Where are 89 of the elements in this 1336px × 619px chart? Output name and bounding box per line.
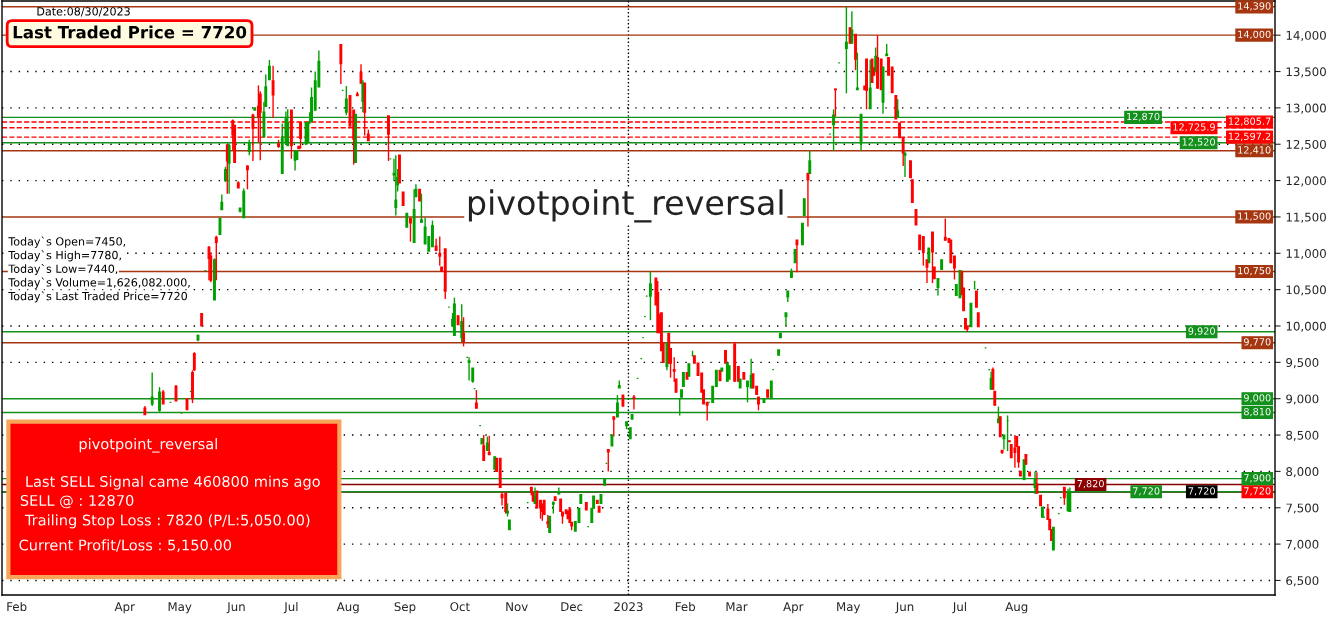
ref-line-label: 9,000: [1243, 394, 1271, 403]
candlestick: [969, 302, 973, 328]
ref-line-label: 9,770: [1243, 338, 1271, 347]
ref-line-label: 7,720: [1244, 487, 1271, 496]
candlestick: [401, 191, 405, 206]
candlestick: [742, 371, 746, 380]
candlestick: [879, 58, 883, 91]
candlestick: [456, 315, 460, 326]
x-tick-label: Jul: [952, 601, 966, 614]
ref-line-label: 8,810: [1244, 407, 1271, 417]
ref-line-label: 12,597.2: [1228, 132, 1271, 141]
y-tick-label: 13,500: [1286, 67, 1326, 78]
candlestick: [1028, 471, 1032, 477]
x-tick-label: Aug: [1005, 602, 1028, 614]
ref-line-label: 12,410: [1238, 146, 1271, 155]
annotation: Last SELL Signal came 460800 mins ago: [26, 475, 320, 490]
y-tick-label: 11,000: [1286, 249, 1326, 260]
y-tick-label: 11,500: [1286, 212, 1326, 223]
x-tick-label: Jun: [895, 602, 914, 614]
candlestick: [687, 363, 691, 377]
annotation: Today`s Open=7450,: [8, 236, 126, 248]
y-tick-label: 14,000: [1286, 30, 1326, 42]
x-tick-label: Oct: [450, 602, 470, 612]
candlestick: [480, 438, 484, 445]
ref-line-label: 10,750: [1238, 266, 1271, 276]
y-tick-label: 12,500: [1286, 139, 1326, 151]
annotation: Today`s Low=7440,: [8, 263, 118, 276]
y-tick-label: 8,000: [1286, 467, 1319, 478]
ref-line-label: 7,820: [1077, 479, 1104, 489]
y-tick-label: 8,500: [1286, 430, 1319, 441]
ref-line-label: 12,870: [1127, 112, 1160, 122]
annotation: Date:08/30/2023: [37, 7, 130, 17]
x-tick-label: Dec: [561, 602, 583, 612]
x-tick-label: May: [837, 602, 861, 614]
candlestick: [727, 365, 731, 380]
ref-line-label: 11,500: [1238, 212, 1271, 221]
candlestick: [800, 222, 804, 246]
candlestick: [630, 414, 634, 420]
candlestick: [185, 398, 189, 411]
y-tick-label: 10,500: [1286, 285, 1326, 296]
candlestick: [1039, 494, 1042, 507]
annotation: SELL @ : 12870: [20, 494, 134, 509]
ref-line-label: 12,520: [1182, 138, 1215, 147]
x-tick-label: Apr: [783, 602, 804, 614]
x-tick-label: Sep: [394, 602, 416, 614]
ref-line-label: 12,805.7: [1228, 117, 1271, 126]
candlestick: [779, 332, 782, 339]
annotation: Today`s Last Traded Price=7720: [8, 291, 188, 303]
annotation: Today`s Volume=1,626,082.000,: [8, 277, 190, 289]
ref-line-label: 7,720: [1133, 487, 1160, 496]
x-tick-label: Nov: [506, 602, 528, 612]
y-tick-label: 6,500: [1286, 576, 1319, 587]
annotation: pivotpoint_reversal: [468, 189, 783, 223]
candlestick: [553, 496, 557, 502]
y-tick-label: 10,000: [1286, 321, 1326, 332]
annotation: pivotpoint_reversal: [79, 438, 217, 453]
y-tick-label: 13,000: [1286, 103, 1326, 114]
x-tick-label: Jun: [226, 602, 245, 614]
candlestick: [557, 486, 561, 495]
candlestick: [498, 457, 502, 489]
annotation: Today`s High=7780,: [8, 250, 121, 262]
candlestick: [597, 505, 601, 513]
ref-line-label: 7,720: [1188, 487, 1215, 496]
x-tick-label: Apr: [114, 602, 135, 614]
y-tick-label: 9,000: [1286, 394, 1319, 405]
y-tick-label: 12,000: [1286, 176, 1326, 187]
x-tick-label: Mar: [726, 602, 748, 612]
y-tick-label: 7,000: [1286, 539, 1319, 550]
candlestick: [887, 57, 890, 76]
ref-line-label: 12,725.9: [1173, 123, 1215, 132]
x-tick-label: Feb: [7, 601, 27, 612]
ref-line-label: 9,920: [1188, 327, 1215, 336]
candlestick: [943, 217, 947, 241]
x-tick-label: May: [168, 602, 192, 614]
annotation: Current Profit/Loss : 5,150.00: [19, 539, 232, 553]
x-tick-label: Aug: [336, 602, 359, 614]
ref-line-label: 14,000: [1238, 30, 1271, 39]
candlestick: [566, 510, 570, 520]
candlestick: [1007, 440, 1011, 443]
x-tick-label: Jul: [283, 601, 298, 614]
y-tick-label: 7,500: [1286, 503, 1319, 514]
x-tick-label: Feb: [675, 601, 696, 612]
annotation: Last Traded Price = 7720: [13, 25, 247, 39]
x-tick-label: 2023: [614, 602, 643, 612]
candlestick: [612, 416, 616, 438]
y-tick-label: 9,500: [1286, 358, 1319, 369]
ref-line-label: 7,900: [1244, 474, 1271, 483]
annotation: Trailing Stop Loss : 7820 (P/L:5,050.00): [24, 514, 310, 529]
ref-line-label: 14,390: [1238, 2, 1271, 11]
